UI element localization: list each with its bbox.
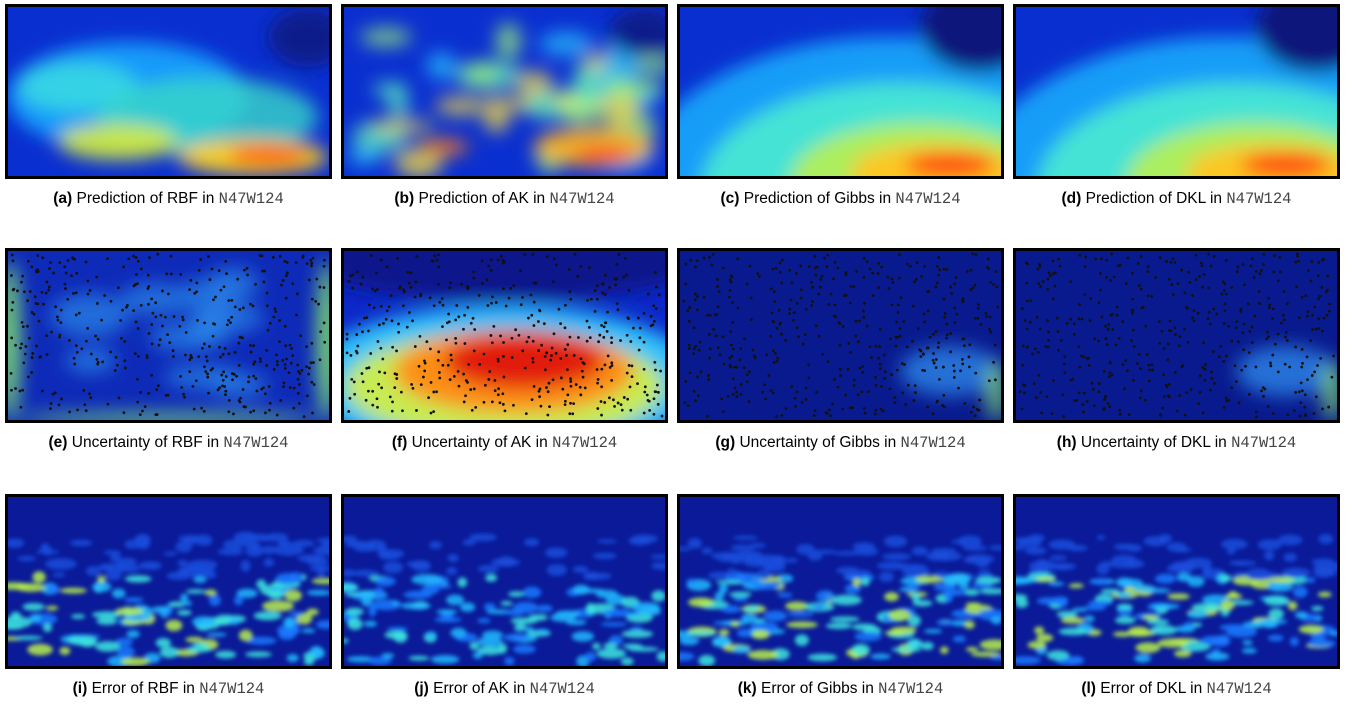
panel-caption: (g) Uncertainty of Gibbs in N47W124 [657, 434, 1024, 452]
heatmap-svg [680, 497, 1001, 666]
panel-j: (j) Error of AK in N47W124 [341, 494, 668, 698]
caption-code: N47W124 [218, 190, 284, 208]
caption-code: N47W124 [900, 434, 966, 452]
panel-caption: (d) Prediction of DKL in N47W124 [993, 190, 1357, 208]
panel-caption: (h) Uncertainty of DKL in N47W124 [993, 434, 1357, 452]
caption-code: N47W124 [895, 190, 961, 208]
panel-caption: (i) Error of RBF in N47W124 [0, 680, 352, 698]
caption-text: Error of RBF in [91, 680, 200, 697]
caption-code: N47W124 [552, 434, 618, 452]
heatmap-image [677, 494, 1004, 669]
panel-b: (b) Prediction of AK in N47W124 [341, 4, 668, 208]
caption-label: (k) [737, 680, 757, 697]
caption-label: (j) [414, 680, 429, 697]
panel-caption: (k) Error of Gibbs in N47W124 [657, 680, 1024, 698]
caption-label: (g) [715, 434, 736, 451]
caption-code: N47W124 [199, 680, 265, 698]
panel-caption: (c) Prediction of Gibbs in N47W124 [657, 190, 1024, 208]
caption-text: Uncertainty of Gibbs in [739, 434, 901, 451]
caption-text: Prediction of RBF in [76, 190, 219, 207]
panel-d: (d) Prediction of DKL in N47W124 [1013, 4, 1340, 208]
heatmap-svg [8, 497, 329, 666]
caption-label: (l) [1081, 680, 1096, 697]
caption-code: N47W124 [549, 190, 615, 208]
caption-label: (a) [53, 190, 73, 207]
heatmap-image [341, 494, 668, 669]
caption-text: Uncertainty of RBF in [71, 434, 224, 451]
sample-points [1018, 252, 1335, 419]
caption-label: (f) [391, 434, 408, 451]
caption-label: (i) [72, 680, 88, 697]
caption-code: N47W124 [878, 680, 944, 698]
caption-text: Prediction of AK in [418, 190, 550, 207]
panel-caption: (a) Prediction of RBF in N47W124 [0, 190, 352, 208]
heatmap-image [1013, 248, 1340, 423]
caption-text: Prediction of Gibbs in [743, 190, 896, 207]
panel-c: (c) Prediction of Gibbs in N47W124 [677, 4, 1004, 208]
panel-caption: (j) Error of AK in N47W124 [321, 680, 688, 698]
panel-i: (i) Error of RBF in N47W124 [5, 494, 332, 698]
sample-points [9, 252, 327, 419]
heatmap-image [341, 248, 668, 423]
caption-text: Error of DKL in [1100, 680, 1207, 697]
caption-text: Prediction of DKL in [1085, 190, 1227, 207]
heatmap-svg [1016, 7, 1337, 176]
caption-code: N47W124 [1226, 190, 1292, 208]
heatmap-image [677, 248, 1004, 423]
heatmap-svg [680, 251, 1001, 420]
caption-text: Uncertainty of AK in [411, 434, 553, 451]
sample-points [345, 252, 664, 418]
heatmap-svg [344, 497, 665, 666]
heatmap-svg [8, 251, 329, 420]
sample-points [682, 252, 1000, 418]
heatmap-image [1013, 494, 1340, 669]
caption-code: N47W124 [1231, 434, 1297, 452]
panel-l: (l) Error of DKL in N47W124 [1013, 494, 1340, 698]
heatmap-svg [8, 7, 329, 176]
caption-label: (b) [394, 190, 415, 207]
heatmap-svg [680, 7, 1001, 176]
heatmap-image [5, 4, 332, 179]
caption-code: N47W124 [223, 434, 289, 452]
panel-caption: (l) Error of DKL in N47W124 [993, 680, 1357, 698]
heatmap-image [1013, 4, 1340, 179]
heatmap-svg [344, 251, 665, 420]
heatmap-svg [1016, 251, 1337, 420]
caption-text: Uncertainty of DKL in [1080, 434, 1232, 451]
caption-label: (h) [1056, 434, 1077, 451]
heatmap-image [5, 248, 332, 423]
caption-code: N47W124 [1206, 680, 1272, 698]
caption-code: N47W124 [529, 680, 595, 698]
heatmap-image [677, 4, 1004, 179]
heatmap-svg [344, 7, 665, 176]
panel-caption: (e) Uncertainty of RBF in N47W124 [0, 434, 352, 452]
panel-caption: (f) Uncertainty of AK in N47W124 [321, 434, 688, 452]
caption-text: Error of Gibbs in [760, 680, 879, 697]
panel-e: (e) Uncertainty of RBF in N47W124 [5, 248, 332, 452]
caption-label: (d) [1061, 190, 1082, 207]
panel-k: (k) Error of Gibbs in N47W124 [677, 494, 1004, 698]
panel-f: (f) Uncertainty of AK in N47W124 [341, 248, 668, 452]
panel-g: (g) Uncertainty of Gibbs in N47W124 [677, 248, 1004, 452]
heatmap-image [5, 494, 332, 669]
panel-caption: (b) Prediction of AK in N47W124 [321, 190, 688, 208]
heatmap-image [341, 4, 668, 179]
heatmap-svg [1016, 497, 1337, 666]
caption-text: Error of AK in [433, 680, 530, 697]
caption-label: (e) [48, 434, 68, 451]
caption-label: (c) [720, 190, 740, 207]
panel-a: (a) Prediction of RBF in N47W124 [5, 4, 332, 208]
panel-h: (h) Uncertainty of DKL in N47W124 [1013, 248, 1340, 452]
